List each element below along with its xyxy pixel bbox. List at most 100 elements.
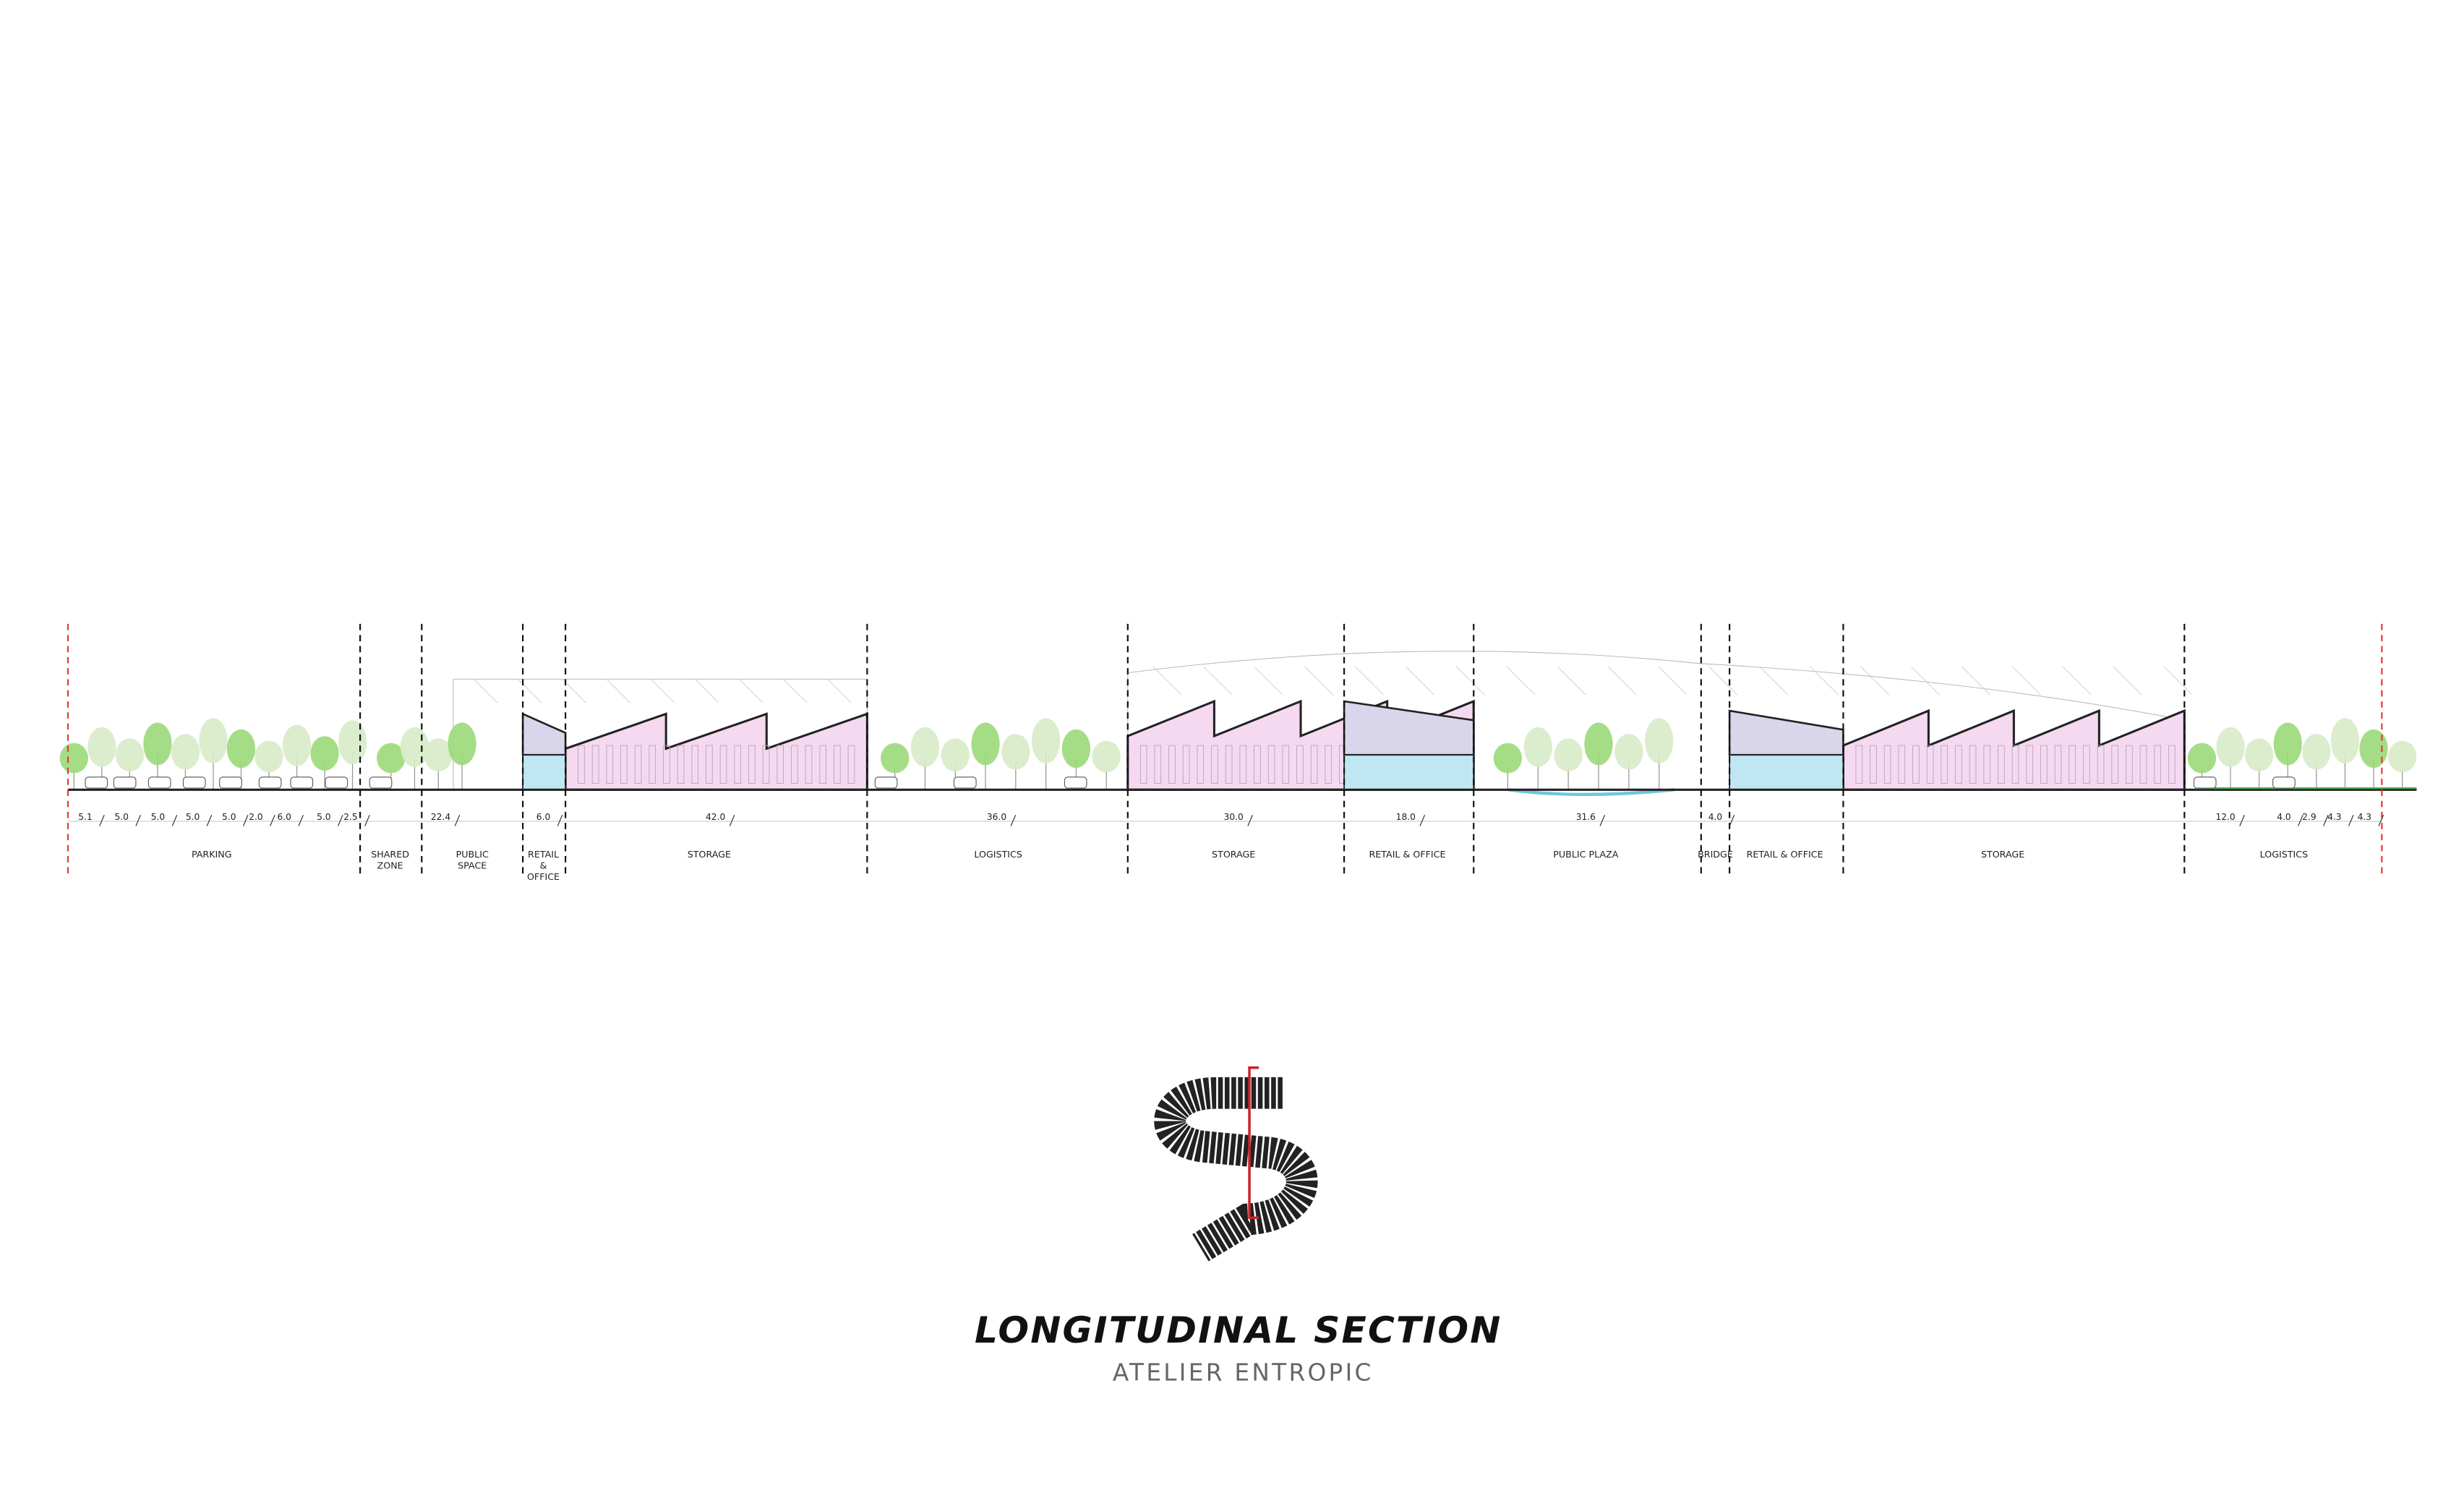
window (620, 745, 628, 784)
zone-label: SHARED (371, 849, 409, 860)
canopy-rib (1810, 666, 1839, 696)
tree (143, 722, 172, 766)
dimension-label: 36.0 (987, 812, 1006, 822)
vehicle (2193, 776, 2217, 789)
vehicle (147, 776, 171, 789)
canopy-rib (650, 679, 675, 703)
canopy-rib (1860, 666, 1890, 696)
dimension-tick (1419, 815, 1426, 826)
dimension-tick (1247, 815, 1253, 826)
tree (87, 727, 116, 767)
window (649, 745, 656, 784)
canopy-rib (1405, 666, 1434, 696)
zone-label: PUBLIC (456, 849, 489, 860)
zone-label: & (540, 860, 547, 871)
tree (2216, 727, 2245, 767)
tree (424, 738, 453, 772)
window (1912, 745, 1920, 784)
tree (1523, 727, 1552, 767)
zone-label: PUBLIC PLAZA (1553, 849, 1619, 860)
dimension-label: 31.6 (1576, 812, 1596, 822)
zone-label: RETAIL & OFFICE (1369, 849, 1445, 860)
tree (171, 734, 200, 770)
window (1168, 745, 1176, 784)
dimension-label: 2.9 (2302, 812, 2316, 822)
window (1254, 745, 1261, 784)
window (2069, 745, 2076, 784)
dimension-tick (1010, 815, 1017, 826)
window (2168, 745, 2176, 784)
canopy-rib (1455, 666, 1485, 696)
window (1139, 745, 1147, 784)
canopy-rib (1708, 666, 1738, 696)
retail-upper (521, 712, 567, 756)
canopy-rib (1658, 666, 1687, 696)
dimension-label: 5.0 (317, 812, 330, 822)
zone-label: BRIDGE (1698, 849, 1733, 860)
tree (1031, 718, 1061, 763)
dimension-tick (206, 815, 213, 826)
dimension-label: 6.0 (536, 812, 550, 822)
dimension-tick (242, 815, 249, 826)
zone-label: STORAGE (1212, 849, 1255, 860)
tree (377, 743, 406, 774)
window (719, 745, 727, 784)
dimension-label: 5.0 (151, 812, 165, 822)
window (1282, 745, 1290, 784)
dimension-tick (2348, 815, 2354, 826)
tree (1061, 729, 1091, 769)
logo-shape (1154, 1077, 1318, 1262)
window (2126, 745, 2133, 784)
window (1197, 745, 1205, 784)
window (791, 745, 798, 784)
canopy-rib (1607, 666, 1637, 696)
zone-label: LOGISTICS (974, 849, 1022, 860)
water (1508, 788, 1674, 797)
window (2097, 745, 2105, 784)
dimension-label: 4.0 (2277, 812, 2290, 822)
section-mark (1248, 1066, 1259, 1220)
tree (226, 729, 256, 769)
window (2054, 745, 2062, 784)
window (734, 745, 742, 784)
vehicle (113, 776, 137, 789)
tree (400, 727, 429, 767)
window (1310, 745, 1318, 784)
logo (1154, 1066, 1318, 1262)
dimension-tick (2239, 815, 2245, 826)
drawing-layer (59, 623, 2417, 878)
tree (282, 724, 312, 766)
canopy-rib (1152, 666, 1182, 696)
tree (1092, 740, 1121, 773)
zone-label: STORAGE (1981, 849, 2024, 860)
window (2139, 745, 2147, 784)
window (834, 745, 841, 784)
window (634, 745, 642, 784)
dimension-label: 2.0 (249, 812, 262, 822)
window (1898, 745, 1906, 784)
window (1225, 745, 1233, 784)
window (578, 745, 585, 784)
tree (59, 743, 88, 774)
canopy-rib (1254, 666, 1283, 696)
zone-label: ZONE (377, 860, 403, 871)
window (819, 745, 826, 784)
tree (2359, 729, 2388, 769)
window (1154, 745, 1162, 784)
canopy (1127, 651, 2185, 790)
window (591, 745, 599, 784)
dimension-tick (2378, 815, 2384, 826)
zone-label: LOGISTICS (2260, 849, 2308, 860)
dimension-tick (2298, 815, 2303, 826)
dimension-tick (454, 815, 461, 826)
window (2111, 745, 2118, 784)
tree (910, 727, 940, 767)
window (1969, 745, 1977, 784)
window (663, 745, 670, 784)
tree (2387, 740, 2417, 773)
canopy-rib (474, 679, 498, 703)
window (1211, 745, 1218, 784)
dimension-tick (364, 815, 370, 826)
canopy-rib (1961, 666, 1990, 696)
title: LONGITUDINAL SECTION (975, 1309, 1502, 1351)
